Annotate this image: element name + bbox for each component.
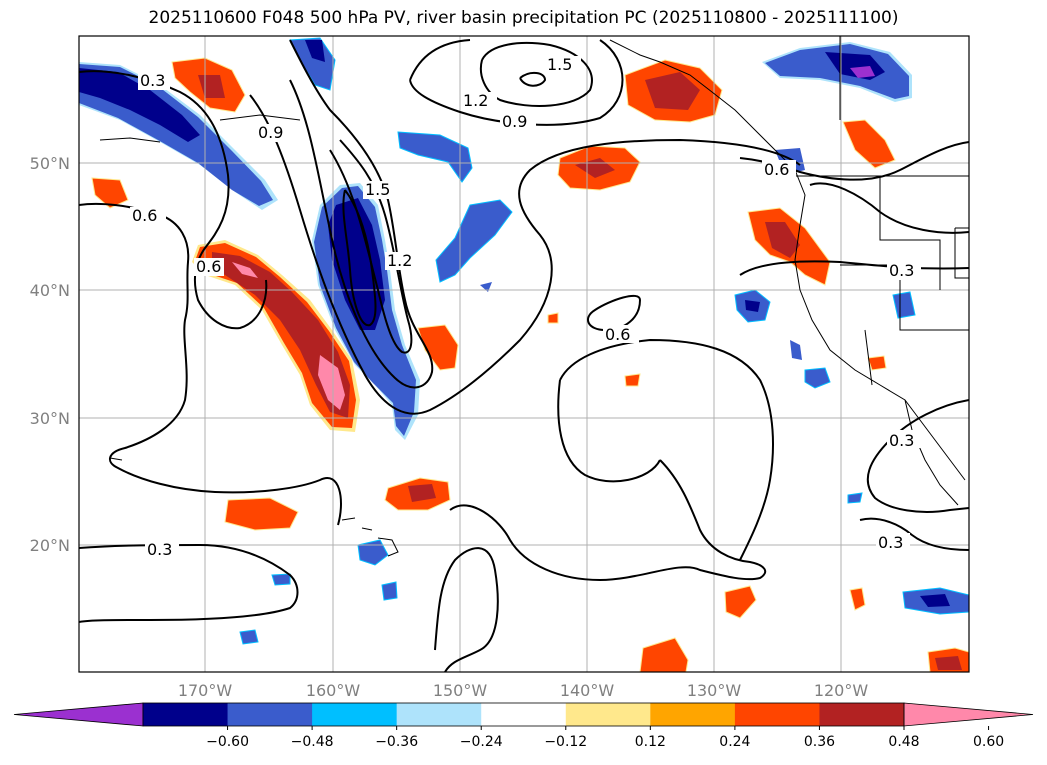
map-title: 2025110600 F048 500 hPa PV, river basin … bbox=[148, 8, 899, 28]
map-area bbox=[79, 36, 969, 672]
colorbar-extend-low bbox=[13, 702, 144, 727]
colorbar-segment bbox=[312, 703, 398, 726]
lon-label: 150°W bbox=[433, 681, 488, 700]
lon-label: 170°W bbox=[178, 681, 233, 700]
colorbar-tick-label: 0.36 bbox=[804, 734, 835, 750]
contour-label: 0.3 bbox=[878, 533, 903, 552]
colorbar-segment bbox=[396, 703, 482, 726]
colorbar-tick-label: −0.36 bbox=[375, 734, 418, 750]
negative-anomaly-ca-3 bbox=[892, 291, 916, 319]
colorbar-frame bbox=[142, 702, 905, 727]
colorbar-tick-label: −0.60 bbox=[206, 734, 249, 750]
map-frame bbox=[78, 35, 970, 673]
contour-label: 0.3 bbox=[889, 261, 914, 280]
colorbar-tick-label: 0.60 bbox=[973, 734, 1004, 750]
negative-anomaly-mid-pacific bbox=[435, 199, 513, 283]
colorbar-segment bbox=[143, 703, 229, 726]
lon-label: 120°W bbox=[814, 681, 869, 700]
negative-anomaly-ca-2 bbox=[804, 367, 831, 389]
contour-label: 1.5 bbox=[365, 180, 390, 199]
lon-label: 160°W bbox=[306, 681, 361, 700]
colorbar-segment bbox=[565, 703, 651, 726]
contour-label: 0.9 bbox=[258, 123, 283, 142]
colorbar-tick-label: −0.12 bbox=[544, 734, 587, 750]
contour-label: 0.9 bbox=[502, 112, 527, 131]
colorbar-segment bbox=[650, 703, 736, 726]
lat-label: 30°N bbox=[30, 409, 70, 428]
lon-label: 140°W bbox=[560, 681, 615, 700]
pv-contours bbox=[79, 39, 969, 672]
lat-label: 40°N bbox=[30, 281, 70, 300]
contour-label-group: 0.3 0.6 0.9 1.5 1.2 0.9 1.5 1.2 0.6 0.6 … bbox=[130, 55, 921, 559]
contour-label: 0.6 bbox=[196, 257, 221, 276]
lat-label: 50°N bbox=[30, 154, 70, 173]
contour-label: 0.6 bbox=[764, 160, 789, 179]
negative-anomaly-mid-pacific-north bbox=[397, 131, 473, 183]
colorbar-segment bbox=[734, 703, 820, 726]
longitude-labels: 170°W 160°W 150°W 140°W 130°W 120°W bbox=[178, 681, 869, 700]
colorbar-segment bbox=[227, 703, 313, 726]
colorbar-tick-label: 0.12 bbox=[635, 734, 666, 750]
graticule bbox=[79, 36, 969, 672]
colorbar-extend-high bbox=[903, 702, 1034, 727]
contour-label: 0.6 bbox=[605, 325, 630, 344]
contour-label: 1.2 bbox=[387, 251, 412, 270]
colorbar-tick-label: −0.24 bbox=[460, 734, 503, 750]
contour-label: 1.2 bbox=[463, 91, 488, 110]
colorbar: −0.60 −0.48 −0.36 −0.24 −0.12 0.12 0.24 0.36 0.4… bbox=[13, 702, 1034, 750]
negative-anomaly-canada bbox=[762, 42, 912, 102]
contour-label: 1.5 bbox=[547, 55, 572, 74]
latitude-labels: 50°N 40°N 30°N 20°N bbox=[30, 154, 70, 555]
positive-anomaly-west bbox=[224, 497, 299, 531]
contour-label: 0.6 bbox=[132, 206, 157, 225]
colorbar-segment bbox=[481, 703, 567, 726]
colorbar-tick-label: −0.48 bbox=[291, 734, 334, 750]
contour-label: 0.3 bbox=[140, 71, 165, 90]
contour-label: 0.3 bbox=[889, 431, 914, 450]
lat-label: 20°N bbox=[30, 536, 70, 555]
contour-label: 0.3 bbox=[147, 540, 172, 559]
colorbar-segment bbox=[819, 703, 905, 726]
colorbar-tick-label: 0.48 bbox=[888, 734, 919, 750]
lon-label: 130°W bbox=[687, 681, 742, 700]
colorbar-tick-label: 0.24 bbox=[719, 734, 750, 750]
positive-anomaly-subtropical-streak bbox=[192, 240, 360, 432]
